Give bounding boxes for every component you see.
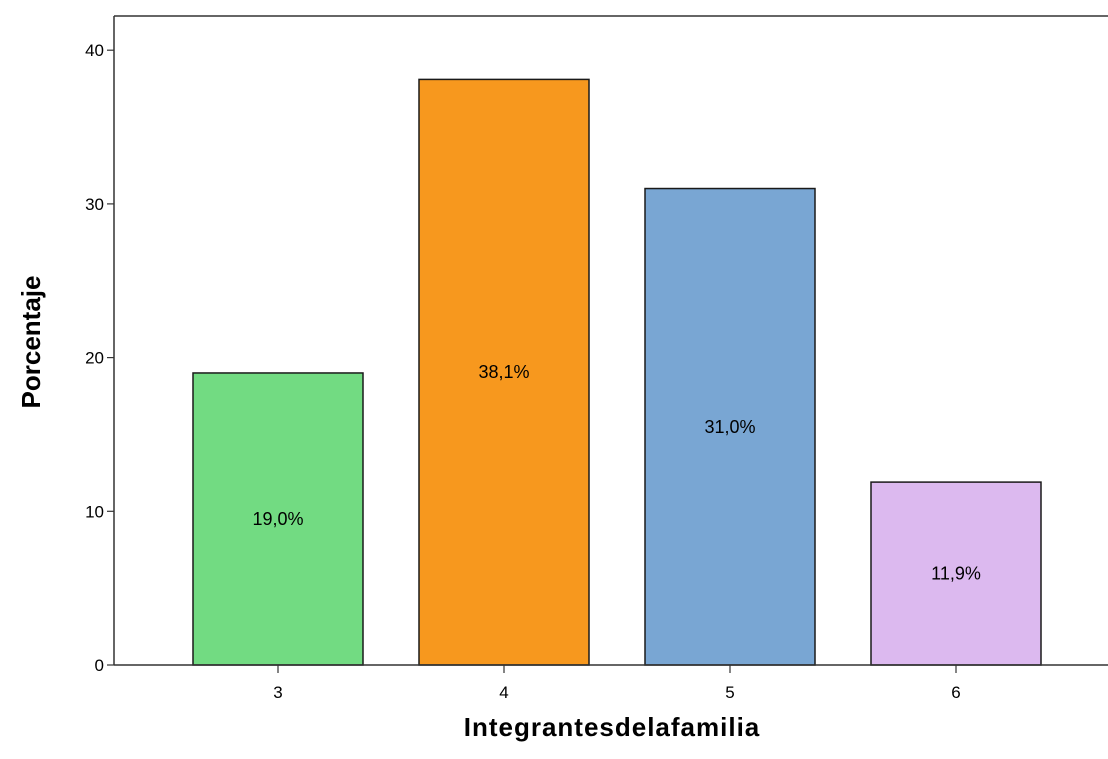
x-tick-label-5: 5 bbox=[725, 683, 734, 702]
bar-6 bbox=[870, 481, 1042, 666]
x-axis-title: Integrantesdelafamilia bbox=[464, 712, 761, 742]
data-label-4: 38,1% bbox=[478, 362, 529, 382]
x-tick-label-4: 4 bbox=[499, 683, 508, 702]
x-tick-label-3: 3 bbox=[273, 683, 282, 702]
data-label-3: 19,0% bbox=[252, 509, 303, 529]
axes-layer: 3 4 5 6 0 10 20 30 40 bbox=[85, 15, 1108, 702]
data-label-6: 11,9% bbox=[931, 564, 981, 584]
y-tick-label-20: 20 bbox=[85, 349, 104, 368]
y-axis-title: Porcentaje bbox=[16, 276, 46, 409]
y-tick-label-10: 10 bbox=[85, 502, 104, 521]
bar-5 bbox=[644, 187, 816, 666]
y-tick-label-40: 40 bbox=[85, 41, 104, 60]
x-tick-label-6: 6 bbox=[951, 683, 960, 702]
data-label-5: 31,0% bbox=[704, 417, 755, 437]
data-labels-layer: 19,0% 38,1% 31,0% 11,9% bbox=[252, 362, 980, 583]
bar-3 bbox=[192, 372, 364, 666]
y-tick-label-0: 0 bbox=[95, 656, 104, 675]
bars-layer bbox=[192, 78, 1042, 666]
bar-4 bbox=[418, 78, 590, 666]
y-tick-label-30: 30 bbox=[85, 195, 104, 214]
